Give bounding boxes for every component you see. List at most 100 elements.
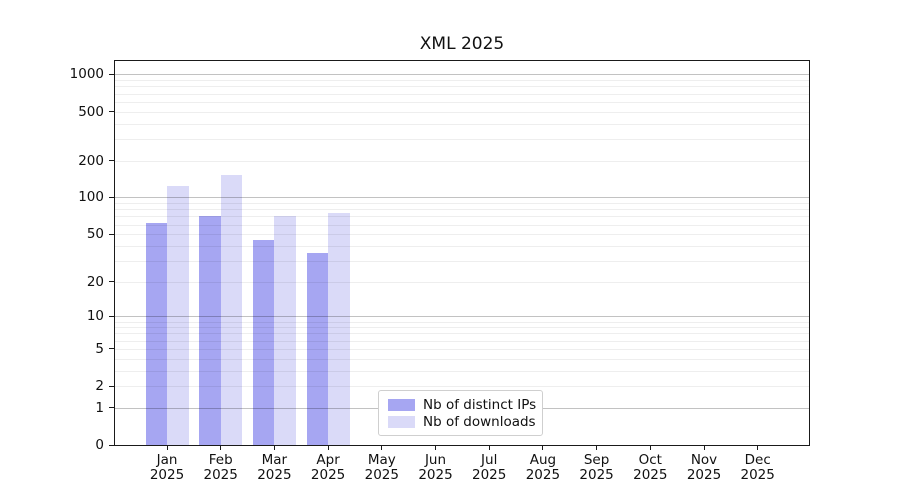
legend-label-distinct-ips: Nb of distinct IPs: [423, 396, 537, 413]
y-tick: [109, 444, 114, 446]
x-tick-label-year: 2025: [364, 466, 399, 483]
x-tick: [327, 445, 329, 450]
y-gridline-minor: [115, 327, 809, 329]
x-tick-label-year: 2025: [203, 466, 238, 483]
y-tick-label: 5: [95, 340, 104, 357]
bar-nb-of-distinct-ips: [306, 252, 329, 445]
y-tick: [109, 385, 114, 387]
y-gridline-minor: [115, 160, 809, 162]
y-tick: [109, 407, 114, 409]
x-tick-label-aug: Aug 2025: [511, 453, 575, 482]
y-gridline-minor: [115, 101, 809, 103]
x-tick-label-year: 2025: [149, 466, 185, 483]
y-gridline-major: [115, 74, 809, 76]
y-gridline-minor: [115, 340, 809, 342]
y-tick-label: 10: [86, 308, 104, 325]
x-tick-label-jul: Jul 2025: [457, 453, 521, 482]
legend-item-downloads: Nb of downloads: [388, 413, 536, 430]
y-tick-label: 1000: [69, 66, 104, 83]
y-tick-label: 0: [95, 437, 104, 453]
y-gridline-minor: [115, 216, 809, 218]
y-tick-label: 1: [95, 399, 104, 416]
y-gridline-minor: [115, 281, 809, 283]
x-tick-label-sep: Sep 2025: [565, 453, 629, 482]
x-tick-label-oct: Oct 2025: [618, 453, 682, 482]
y-tick-label: 20: [86, 273, 104, 290]
x-tick: [757, 445, 759, 450]
x-tick: [166, 445, 168, 450]
bar-nb-of-downloads: [220, 175, 243, 445]
legend-item-distinct-ips: Nb of distinct IPs: [388, 396, 537, 413]
y-tick: [109, 233, 114, 235]
x-tick-label-year: 2025: [257, 466, 292, 483]
y-gridline-minor: [115, 358, 809, 360]
legend-swatch-downloads: [388, 415, 415, 428]
y-gridline-minor: [115, 321, 809, 323]
y-gridline-minor: [115, 123, 809, 125]
x-tick: [435, 445, 436, 450]
y-gridline-minor: [115, 224, 809, 226]
x-tick-label-dec: Dec 2025: [726, 453, 790, 482]
y-gridline-minor: [115, 386, 809, 388]
y-tick-label: 100: [78, 189, 104, 206]
x-tick: [381, 445, 383, 450]
x-tick: [273, 445, 275, 450]
x-tick-label-year: 2025: [740, 466, 775, 483]
y-gridline-major: [115, 197, 809, 199]
y-gridline-minor: [115, 203, 809, 205]
x-tick-label-nov: Nov 2025: [672, 453, 736, 482]
y-tick: [109, 196, 114, 198]
x-tick-label-may: May 2025: [350, 453, 414, 482]
x-tick-label-year: 2025: [686, 466, 722, 483]
x-tick: [649, 445, 651, 450]
bar-nb-of-downloads: [328, 213, 350, 445]
y-tick: [109, 315, 114, 317]
y-gridline-minor: [115, 86, 809, 88]
y-gridline-minor: [115, 333, 809, 335]
x-tick-label-year: 2025: [525, 466, 561, 483]
x-tick-label-year: 2025: [472, 466, 507, 483]
bar-nb-of-downloads: [274, 215, 296, 445]
plot-area: [114, 60, 810, 446]
x-tick-label-jun: Jun 2025: [404, 453, 468, 482]
x-tick-label-year: 2025: [418, 466, 453, 483]
legend-label-downloads: Nb of downloads: [423, 413, 536, 430]
chart-title: XML 2025: [419, 34, 505, 54]
y-tick-label: 50: [86, 226, 104, 243]
x-tick-label-feb: Feb 2025: [189, 453, 253, 482]
x-tick: [542, 445, 544, 450]
y-gridline-minor: [115, 234, 809, 236]
y-gridline-minor: [115, 245, 809, 247]
y-tick: [109, 348, 114, 350]
bar-nb-of-distinct-ips: [199, 215, 221, 445]
x-tick-label-year: 2025: [310, 466, 346, 483]
legend: Nb of distinct IPs Nb of downloads: [378, 390, 543, 436]
x-tick: [703, 445, 705, 450]
bars-layer: [115, 61, 809, 445]
x-tick: [220, 445, 222, 450]
y-tick: [109, 281, 114, 283]
x-tick: [596, 445, 598, 450]
y-gridline-minor: [115, 111, 809, 113]
y-gridline-minor: [115, 348, 809, 350]
y-tick-label: 2: [95, 378, 104, 395]
x-tick-label-mar: Mar 2025: [242, 453, 306, 482]
y-tick: [109, 160, 114, 162]
y-gridline-minor: [115, 209, 809, 211]
y-tick-label: 200: [78, 152, 104, 169]
y-tick-label: 500: [78, 103, 104, 120]
bar-nb-of-distinct-ips: [252, 239, 275, 445]
bar-nb-of-downloads: [167, 186, 189, 445]
y-gridline-minor: [115, 260, 809, 262]
y-tick: [109, 111, 114, 113]
y-gridline-minor: [115, 138, 809, 140]
y-gridline-minor: [115, 93, 809, 95]
y-gridline-minor: [115, 370, 809, 372]
x-tick: [488, 445, 490, 450]
gridlines-layer: [115, 61, 809, 445]
y-tick: [109, 73, 114, 75]
y-gridline-minor: [115, 80, 809, 82]
x-tick-label-year: 2025: [633, 466, 668, 483]
bar-nb-of-distinct-ips: [145, 222, 167, 445]
